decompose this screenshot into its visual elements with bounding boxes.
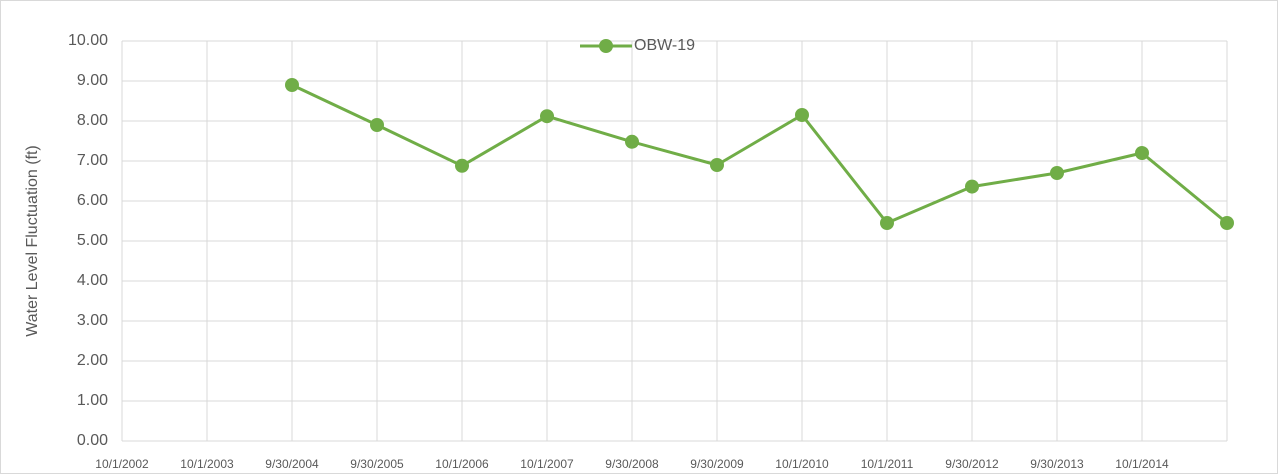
x-tick-label: 9/30/2008: [605, 457, 659, 471]
x-tick-label: 9/30/2004: [265, 457, 319, 471]
x-tick-label: 9/30/2013: [1030, 457, 1084, 471]
data-point: [880, 216, 894, 230]
legend-label: OBW-19: [634, 37, 695, 54]
data-point: [285, 78, 299, 92]
data-point: [965, 179, 979, 194]
y-tick-label: 1.00: [77, 392, 108, 409]
y-tick-label: 6.00: [77, 192, 108, 209]
x-tick-label: 10/1/2007: [520, 457, 574, 471]
data-point: [370, 118, 384, 132]
y-tick-label: 10.00: [68, 32, 108, 49]
data-point: [1220, 216, 1234, 230]
data-point: [1050, 166, 1064, 180]
data-point: [795, 108, 809, 122]
x-tick-label: 10/1/2002: [95, 457, 149, 471]
y-tick-label: 0.00: [77, 432, 108, 449]
y-tick-label: 5.00: [77, 232, 108, 249]
data-point: [540, 109, 554, 124]
legend-marker: [599, 39, 613, 53]
series-line: [291, 83, 1228, 225]
x-tick-label: 10/1/2010: [775, 457, 829, 471]
y-tick-label: 2.00: [77, 352, 108, 369]
x-tick-label: 10/1/2006: [435, 457, 489, 471]
data-point: [710, 158, 724, 172]
y-tick-label: 3.00: [77, 312, 108, 329]
x-tick-label: 10/1/2011: [861, 457, 914, 471]
y-axis-label: Water Level Fluctuation (ft): [24, 145, 41, 336]
y-tick-label: 7.00: [77, 152, 108, 169]
data-point: [625, 134, 639, 149]
x-tick-label: 10/1/2014: [1115, 457, 1169, 471]
y-tick-label: 8.00: [77, 112, 108, 129]
y-tick-label: 4.00: [77, 272, 108, 289]
data-point: [455, 158, 469, 173]
x-tick-label: 9/30/2005: [350, 457, 404, 471]
x-tick-label: 9/30/2009: [690, 457, 744, 471]
x-tick-label: 10/1/2003: [180, 457, 234, 471]
data-point: [1135, 146, 1149, 160]
x-tick-label: 9/30/2012: [945, 457, 999, 471]
y-tick-label: 9.00: [77, 72, 108, 89]
